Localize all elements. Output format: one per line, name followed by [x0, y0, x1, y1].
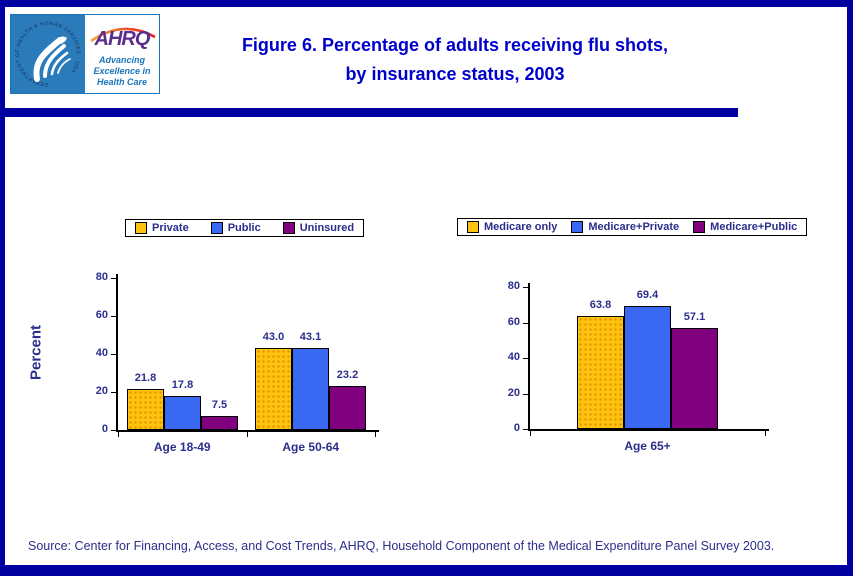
bar-value-label: 7.5	[211, 399, 228, 411]
y-tick-label: 0	[513, 422, 520, 434]
legend-label: Medicare+Public	[710, 221, 798, 233]
y-tick-label: 20	[95, 385, 108, 397]
bar-medicare-only	[577, 316, 624, 429]
legend-swatch-icon	[571, 221, 584, 233]
y-tick	[111, 354, 116, 355]
figure-title: Figure 6. Percentage of adults receiving…	[170, 31, 740, 89]
legend-item-public: Public	[210, 222, 261, 234]
bar-private	[255, 348, 292, 430]
ahrq-arc-icon	[90, 27, 156, 43]
y-tick-label: 40	[507, 351, 520, 363]
ahrq-tagline-line2: Excellence in	[93, 66, 151, 76]
x-tick	[118, 432, 119, 437]
y-tick-label: 60	[507, 316, 520, 328]
legend-item-medicare-private: Medicare+Private	[571, 221, 679, 233]
page-border-top	[0, 0, 853, 7]
hhs-seal-logo: DEPARTMENT OF HEALTH & HUMAN SERVICES · …	[11, 15, 85, 93]
y-tick-label: 40	[95, 347, 108, 359]
legend-item-private: Private	[135, 222, 189, 234]
x-tick	[247, 432, 248, 437]
ahrq-acronym: AHRQ	[94, 28, 151, 50]
category-label-age-18-49: Age 18-49	[153, 440, 211, 454]
y-tick	[523, 429, 528, 430]
y-tick	[523, 358, 528, 359]
bar-value-label: 21.8	[134, 372, 157, 384]
legend: Medicare only Medicare+Private Medicare+Pu…	[457, 218, 808, 236]
x-axis-line	[116, 430, 379, 432]
category-label-age-65-: Age 65+	[624, 439, 671, 453]
y-tick	[111, 278, 116, 279]
header-divider-bar	[0, 108, 738, 117]
legend-label: Private	[152, 222, 189, 234]
y-tick	[111, 392, 116, 393]
ahrq-logo: AHRQ Advancing Excellence in Health Care	[85, 15, 159, 93]
y-tick-label: 80	[95, 271, 108, 283]
legend-item-medicare-public: Medicare+Public	[693, 221, 797, 233]
legend-swatch-icon	[467, 221, 479, 233]
bar-value-label: 43.0	[262, 331, 285, 343]
bar-public	[292, 348, 329, 430]
y-axis-line	[528, 283, 530, 431]
y-tick-label: 20	[507, 387, 520, 399]
x-tick	[765, 431, 766, 436]
y-tick-label: 60	[95, 309, 108, 321]
bar-value-label: 63.8	[589, 299, 612, 311]
y-tick	[523, 287, 528, 288]
bar-value-label: 69.4	[636, 289, 659, 301]
bar-uninsured	[329, 386, 366, 430]
bar-private	[127, 389, 164, 430]
ahrq-tagline-line1: Advancing	[98, 55, 145, 65]
bar-medicare-public	[671, 328, 718, 429]
legend-label: Uninsured	[299, 222, 355, 234]
y-tick-label: 0	[101, 423, 108, 435]
legend-label: Public	[227, 222, 261, 234]
bar-value-label: 57.1	[683, 311, 706, 323]
hhs-eagle-icon: DEPARTMENT OF HEALTH & HUMAN SERVICES · …	[11, 15, 85, 93]
legend-swatch-icon	[282, 222, 295, 234]
page-border-bottom	[0, 565, 853, 576]
x-tick	[530, 431, 531, 436]
page-border-left	[0, 0, 5, 576]
category-label-age-50-64: Age 50-64	[282, 440, 340, 454]
y-tick	[523, 394, 528, 395]
bar-value-label: 43.1	[299, 331, 322, 343]
y-tick	[523, 323, 528, 324]
x-tick	[375, 432, 376, 437]
legend-item-uninsured: Uninsured	[282, 222, 355, 234]
x-axis-line	[528, 429, 769, 431]
legend-item-medicare-only: Medicare only	[467, 221, 557, 233]
legend-swatch-icon	[210, 222, 223, 234]
ahrq-tagline: Advancing Excellence in Health Care	[85, 55, 159, 88]
ahrq-tagline-line3: Health Care	[96, 77, 148, 87]
bar-public	[164, 396, 201, 430]
figure-title-line1: Figure 6. Percentage of adults receiving…	[241, 35, 669, 55]
bar-medicare-private	[624, 306, 671, 429]
page-border-right	[847, 0, 853, 576]
bar-value-label: 17.8	[171, 379, 194, 391]
legend: Private Public Uninsured	[125, 219, 365, 237]
legend-label: Medicare+Private	[588, 221, 680, 233]
y-tick	[111, 316, 116, 317]
legend-swatch-icon	[693, 221, 706, 233]
bar-uninsured	[201, 416, 238, 430]
y-tick-label: 80	[507, 280, 520, 292]
bar-value-label: 23.2	[336, 369, 359, 381]
agency-logo: DEPARTMENT OF HEALTH & HUMAN SERVICES · …	[10, 14, 160, 94]
legend-swatch-icon	[135, 222, 147, 234]
figure-title-line2: by insurance status, 2003	[345, 64, 565, 84]
y-tick	[111, 430, 116, 431]
y-axis-label: Percent	[27, 324, 45, 381]
source-note: Source: Center for Financing, Access, an…	[28, 539, 775, 553]
y-axis-line	[116, 274, 118, 432]
legend-label: Medicare only	[484, 221, 558, 233]
